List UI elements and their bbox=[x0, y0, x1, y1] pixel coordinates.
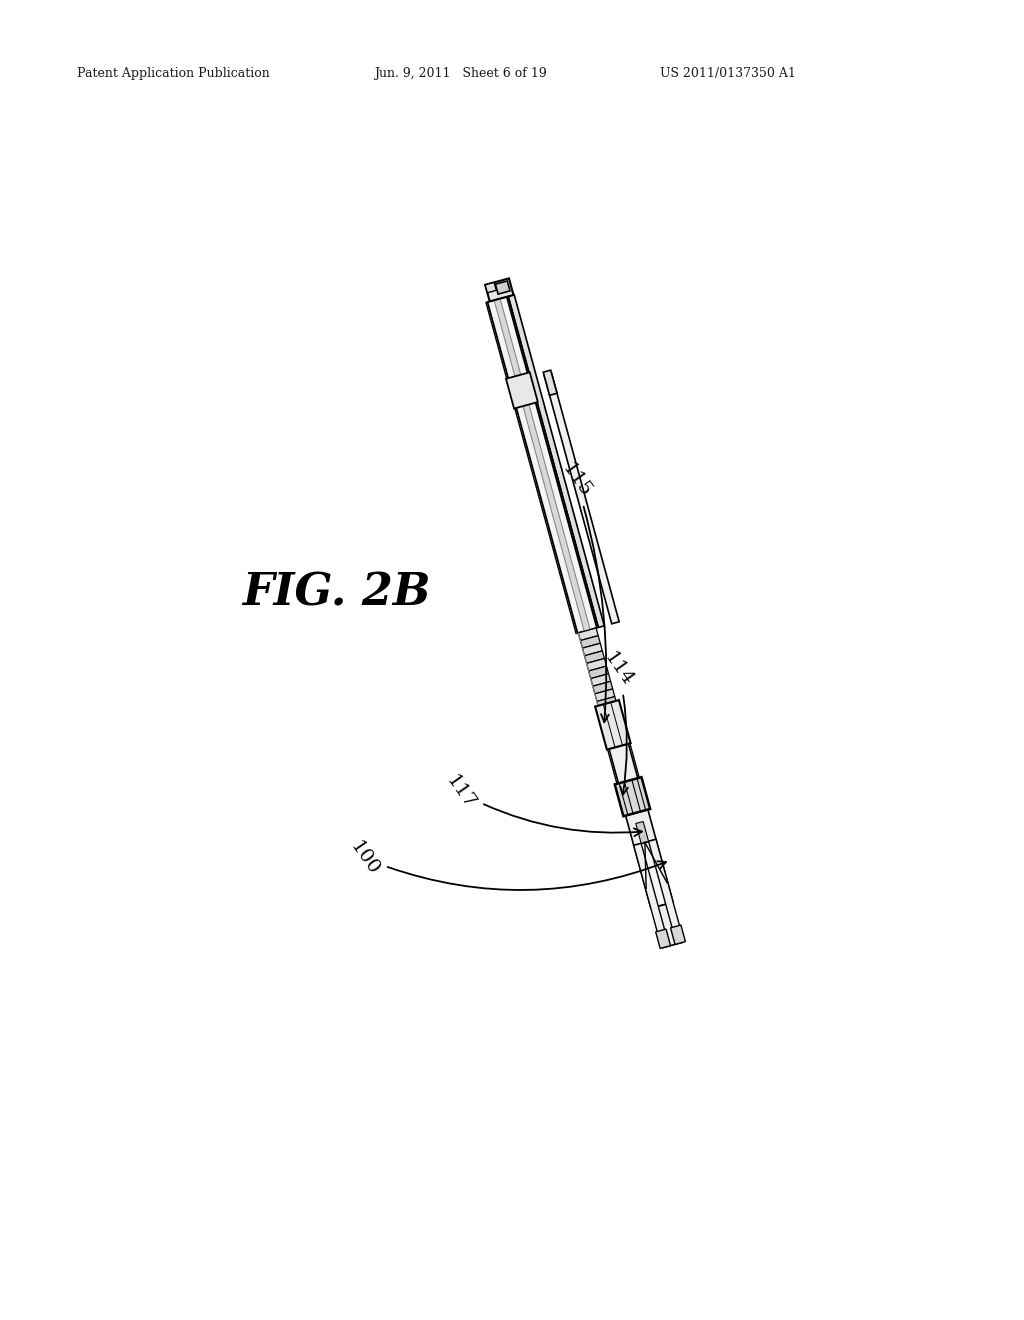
Polygon shape bbox=[595, 689, 614, 701]
Text: US 2011/0137350 A1: US 2011/0137350 A1 bbox=[660, 66, 797, 79]
Polygon shape bbox=[597, 697, 616, 709]
Polygon shape bbox=[496, 281, 510, 294]
Polygon shape bbox=[595, 700, 631, 750]
Polygon shape bbox=[495, 298, 590, 631]
Polygon shape bbox=[487, 297, 597, 634]
Text: 114: 114 bbox=[600, 649, 636, 795]
Polygon shape bbox=[485, 279, 513, 301]
Polygon shape bbox=[609, 743, 638, 785]
Text: 117: 117 bbox=[442, 772, 642, 836]
Text: 100: 100 bbox=[346, 838, 666, 890]
Polygon shape bbox=[544, 374, 620, 624]
Polygon shape bbox=[671, 925, 685, 944]
Text: Jun. 9, 2011   Sheet 6 of 19: Jun. 9, 2011 Sheet 6 of 19 bbox=[374, 66, 547, 79]
Text: FIG. 2B: FIG. 2B bbox=[243, 572, 431, 614]
Polygon shape bbox=[585, 651, 604, 664]
Polygon shape bbox=[589, 667, 608, 678]
Text: Patent Application Publication: Patent Application Publication bbox=[77, 66, 269, 79]
Text: 115: 115 bbox=[558, 461, 609, 722]
Polygon shape bbox=[587, 659, 606, 671]
Polygon shape bbox=[579, 628, 598, 640]
Polygon shape bbox=[485, 282, 497, 293]
Polygon shape bbox=[591, 673, 610, 686]
Polygon shape bbox=[652, 903, 682, 948]
Polygon shape bbox=[626, 809, 656, 845]
Polygon shape bbox=[506, 372, 538, 409]
Polygon shape bbox=[583, 643, 602, 656]
Polygon shape bbox=[614, 777, 650, 816]
Polygon shape bbox=[634, 840, 673, 908]
Polygon shape bbox=[655, 929, 671, 949]
Polygon shape bbox=[581, 636, 600, 648]
Polygon shape bbox=[544, 370, 557, 395]
Polygon shape bbox=[636, 821, 648, 843]
Polygon shape bbox=[634, 843, 666, 935]
Polygon shape bbox=[648, 840, 680, 931]
Polygon shape bbox=[508, 294, 604, 627]
Polygon shape bbox=[593, 681, 612, 694]
